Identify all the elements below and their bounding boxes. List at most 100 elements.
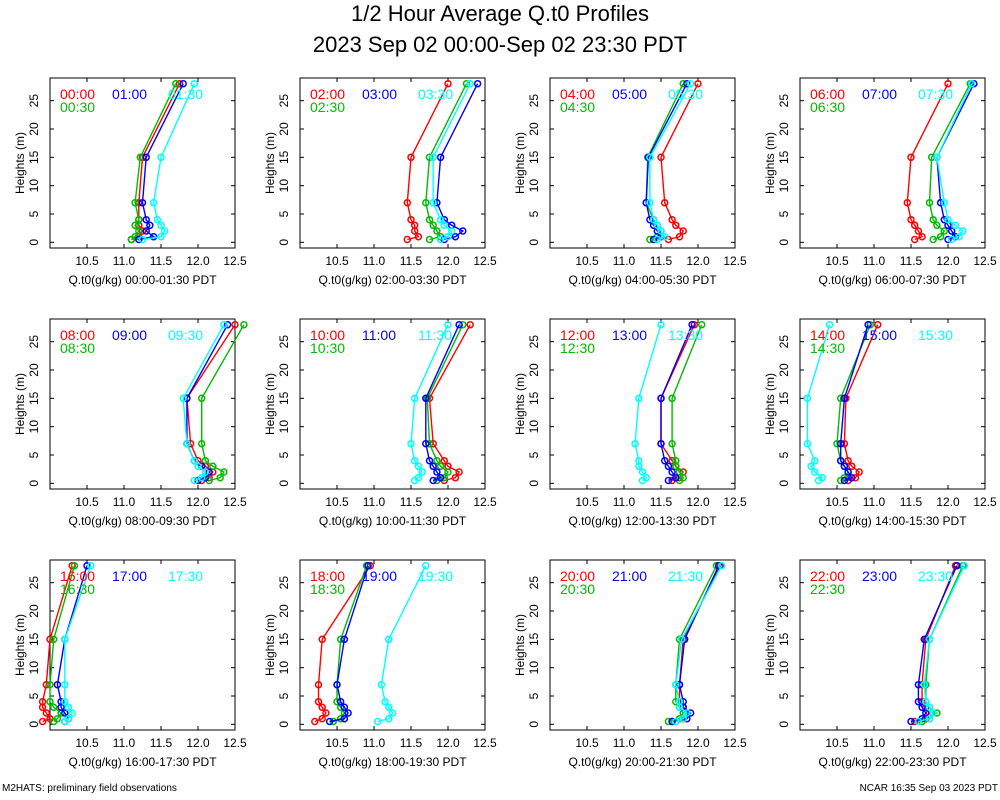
y-tick-label: 10	[527, 661, 541, 675]
y-tick-label: 0	[777, 721, 791, 728]
data-point	[657, 439, 665, 448]
data-point	[429, 221, 437, 230]
data-point	[190, 79, 199, 88]
x-axis-label: Q.t0(g/kg) 20:00-21:30 PDT	[568, 755, 717, 769]
data-point	[925, 714, 934, 723]
y-tick-label: 20	[527, 604, 541, 618]
legend-entry: 12:00	[560, 327, 595, 343]
x-tick-label: 12.5	[723, 495, 747, 509]
data-point	[955, 232, 963, 241]
data-point	[459, 227, 467, 235]
profile-panel-3: 10.5 11.0 11.5 12.0 12.5 0 5 10 15 20 25 Q.t0(g/kg)…	[513, 77, 747, 287]
legend-entry: 11:00	[362, 327, 396, 343]
data-point	[433, 456, 441, 465]
legend-entry: 09:00	[112, 327, 147, 343]
x-tick-label: 10.5	[75, 736, 99, 750]
data-point	[466, 79, 474, 88]
data-point	[959, 227, 967, 235]
x-tick-label: 11.0	[113, 254, 136, 268]
y-axis-label: Heights (m)	[513, 373, 527, 435]
y-tick-label: 10	[27, 179, 41, 193]
y-tick-label: 15	[527, 632, 541, 646]
y-axis-label: Heights (m)	[263, 373, 277, 435]
data-point	[825, 320, 834, 329]
y-tick-label: 20	[27, 122, 41, 136]
legend-entry: 13:30	[668, 327, 703, 343]
y-tick-label: 25	[777, 94, 791, 108]
data-point	[86, 561, 95, 570]
y-tick-label: 20	[277, 122, 291, 136]
data-point	[903, 198, 912, 207]
plot-frame	[799, 77, 986, 249]
data-point	[149, 198, 158, 207]
data-point	[848, 473, 856, 482]
data-point	[947, 235, 956, 244]
data-point	[818, 473, 826, 482]
y-tick-label: 5	[527, 451, 541, 458]
plot-frame	[799, 559, 986, 731]
data-point	[183, 439, 191, 448]
x-tick-label: 11.0	[613, 254, 636, 268]
y-tick-label: 0	[527, 721, 541, 728]
series-line	[200, 324, 245, 482]
y-tick-label: 5	[277, 692, 291, 699]
legend-entry: 06:30	[810, 99, 845, 115]
data-point	[635, 394, 643, 403]
data-point	[201, 468, 210, 476]
data-point	[64, 703, 73, 712]
x-tick-label: 12.0	[936, 495, 960, 509]
y-axis-label: Heights (m)	[263, 614, 277, 676]
data-point	[807, 462, 815, 471]
y-tick-label: 25	[27, 335, 41, 349]
data-point	[325, 717, 334, 726]
data-point	[944, 215, 952, 224]
x-tick-label: 12.5	[223, 736, 247, 750]
data-point	[840, 473, 849, 482]
data-point	[49, 635, 58, 644]
y-tick-label: 15	[777, 150, 791, 164]
data-point	[672, 473, 680, 482]
series-line	[914, 565, 957, 723]
x-tick-label: 11.0	[863, 254, 886, 268]
y-tick-label: 10	[777, 179, 791, 193]
x-tick-label: 11.5	[150, 254, 173, 268]
x-tick-label: 11.5	[650, 254, 673, 268]
chart-subtitle: 2023 Sep 02 00:00-Sep 02 23:30 PDT	[312, 32, 688, 57]
plot-frame	[299, 559, 486, 731]
x-axis-label: Q.t0(g/kg) 04:00-05:30 PDT	[568, 273, 717, 287]
plot-frame	[799, 318, 986, 490]
y-tick-label: 20	[277, 363, 291, 377]
x-axis-label: Q.t0(g/kg) 02:00-03:30 PDT	[318, 273, 467, 287]
x-tick-label: 10.5	[75, 495, 99, 509]
legend-entry: 22:00	[810, 568, 845, 584]
x-tick-label: 12.5	[223, 254, 247, 268]
data-point	[57, 697, 65, 706]
data-point	[240, 320, 248, 329]
data-point	[340, 714, 349, 723]
series-line	[425, 83, 468, 241]
data-point	[403, 198, 412, 207]
data-point	[920, 635, 929, 644]
data-point	[49, 703, 58, 712]
data-point	[61, 635, 69, 644]
data-point	[223, 320, 232, 329]
x-tick-label: 10.5	[325, 254, 349, 268]
data-point	[918, 232, 926, 241]
data-point	[425, 215, 434, 224]
x-axis-label: Q.t0(g/kg) 00:00-01:30 PDT	[68, 273, 217, 287]
x-tick-label: 11.5	[900, 495, 923, 509]
data-point	[660, 232, 669, 241]
data-point	[657, 153, 665, 162]
data-point	[668, 468, 676, 476]
plot-frame	[549, 77, 736, 249]
y-axis-label: Heights (m)	[13, 132, 27, 194]
profile-panel-10: 10.5 11.0 11.5 12.0 12.5 0 5 10 15 20 25 Q.t0(g/kg)…	[263, 559, 497, 769]
legend-entry: 23:30	[918, 568, 953, 584]
x-tick-label: 12.5	[473, 736, 497, 750]
legend-entry: 01:30	[168, 86, 203, 102]
data-point	[660, 456, 669, 465]
data-point	[803, 439, 812, 448]
data-point	[436, 462, 445, 471]
data-point	[811, 456, 819, 465]
